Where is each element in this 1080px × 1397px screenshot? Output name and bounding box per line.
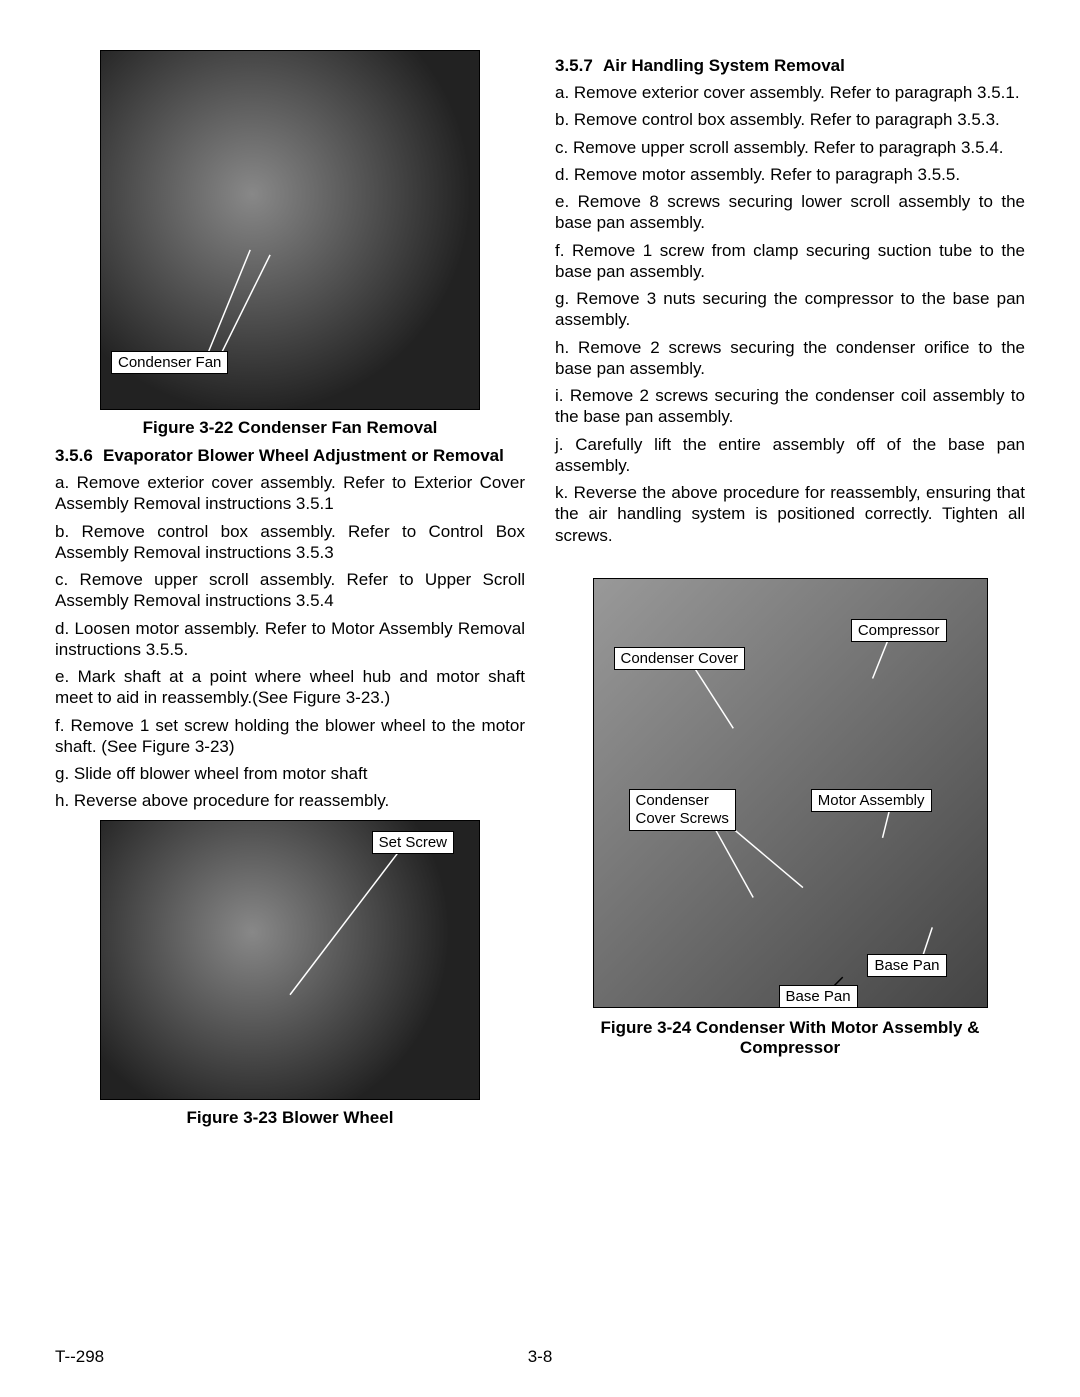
base-pan-label-1: Base Pan — [867, 954, 946, 977]
r-step-d: d. Remove motor assembly. Refer to parag… — [555, 164, 1025, 185]
r-step-g: g. Remove 3 nuts securing the compressor… — [555, 288, 1025, 331]
figure-3-24: Compressor Condenser Cover Condenser Cov… — [593, 578, 988, 1008]
step-f: f. Remove 1 set screw holding the blower… — [55, 715, 525, 758]
section-356-heading: 3.5.6Evaporator Blower Wheel Adjustment … — [55, 446, 525, 466]
r-step-i: i. Remove 2 screws securing the condense… — [555, 385, 1025, 428]
step-a: a. Remove exterior cover assembly. Refer… — [55, 472, 525, 515]
step-e: e. Mark shaft at a point where wheel hub… — [55, 666, 525, 709]
r-step-f: f. Remove 1 screw from clamp securing su… — [555, 240, 1025, 283]
section-357-heading: 3.5.7Air Handling System Removal — [555, 56, 1025, 76]
r-step-b: b. Remove control box assembly. Refer to… — [555, 109, 1025, 130]
step-c: c. Remove upper scroll assembly. Refer t… — [55, 569, 525, 612]
r-step-e: e. Remove 8 screws securing lower scroll… — [555, 191, 1025, 234]
r-step-h: h. Remove 2 screws securing the condense… — [555, 337, 1025, 380]
page-footer: T--298 3-8 — [55, 1347, 1025, 1367]
left-column: Condenser Fan Figure 3-22 Condenser Fan … — [55, 50, 525, 1136]
r-step-a: a. Remove exterior cover assembly. Refer… — [555, 82, 1025, 103]
footer-page-number: 3-8 — [528, 1347, 553, 1367]
figure-3-23: Set Screw — [100, 820, 480, 1100]
compressor-label: Compressor — [851, 619, 947, 642]
step-b: b. Remove control box assembly. Refer to… — [55, 521, 525, 564]
motor-assembly-label: Motor Assembly — [811, 789, 932, 812]
base-pan-label-2: Base Pan — [779, 985, 858, 1008]
figure-3-22: Condenser Fan — [100, 50, 480, 410]
r-step-k: k. Reverse the above procedure for reass… — [555, 482, 1025, 546]
figure-3-22-caption: Figure 3-22 Condenser Fan Removal — [55, 418, 525, 438]
condenser-cover-screws-label: Condenser Cover Screws — [629, 789, 736, 831]
figure-3-23-caption: Figure 3-23 Blower Wheel — [55, 1108, 525, 1128]
condenser-cover-label: Condenser Cover — [614, 647, 746, 670]
footer-left: T--298 — [55, 1347, 104, 1367]
step-d: d. Loosen motor assembly. Refer to Motor… — [55, 618, 525, 661]
condenser-fan-label: Condenser Fan — [111, 351, 228, 374]
step-h: h. Reverse above procedure for reassembl… — [55, 790, 525, 811]
set-screw-label: Set Screw — [372, 831, 454, 854]
figure-3-24-caption: Figure 3-24 Condenser With Motor Assembl… — [555, 1018, 1025, 1058]
right-column: 3.5.7Air Handling System Removal a. Remo… — [555, 50, 1025, 1136]
step-g: g. Slide off blower wheel from motor sha… — [55, 763, 525, 784]
r-step-j: j. Carefully lift the entire assembly of… — [555, 434, 1025, 477]
r-step-c: c. Remove upper scroll assembly. Refer t… — [555, 137, 1025, 158]
